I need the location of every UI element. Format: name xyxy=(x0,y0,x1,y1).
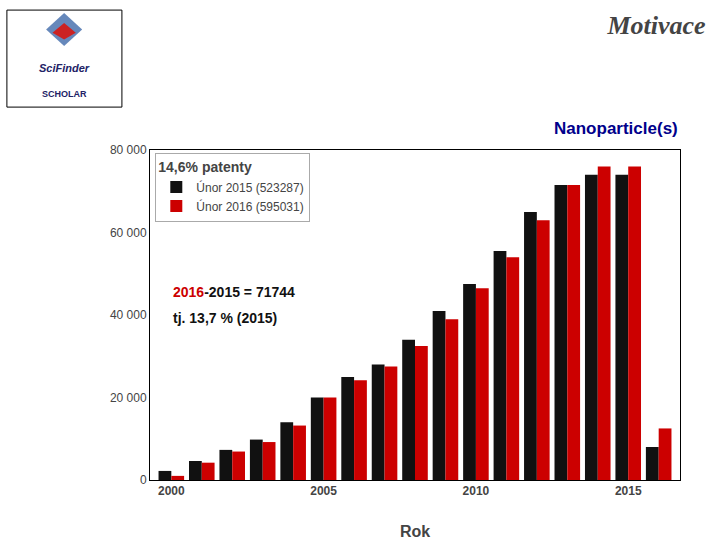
svg-text:Únor 2016 (595031): Únor 2016 (595031) xyxy=(196,199,303,214)
svg-text:Nanoparticle(s): Nanoparticle(s) xyxy=(554,119,678,138)
svg-text:Rok: Rok xyxy=(400,523,430,540)
svg-text:tj. 13,7 % (2015): tj. 13,7 % (2015) xyxy=(173,310,277,326)
svg-text:Únor 2015 (523287): Únor 2015 (523287) xyxy=(196,180,303,195)
svg-text:SCHOLAR: SCHOLAR xyxy=(42,89,87,99)
svg-text:2016-2015 = 71744: 2016-2015 = 71744 xyxy=(173,284,295,300)
svg-text:2010: 2010 xyxy=(463,484,490,498)
svg-text:60 000: 60 000 xyxy=(110,226,147,240)
svg-text:2015: 2015 xyxy=(615,484,642,498)
svg-text:SciFinder: SciFinder xyxy=(39,62,90,74)
svg-text:0: 0 xyxy=(140,473,147,487)
svg-text:2000: 2000 xyxy=(158,484,185,498)
svg-text:80 000: 80 000 xyxy=(110,143,147,157)
svg-text:40 000: 40 000 xyxy=(110,308,147,322)
svg-text:2005: 2005 xyxy=(310,484,337,498)
svg-text:20 000: 20 000 xyxy=(110,391,147,405)
svg-text:Motivace: Motivace xyxy=(606,11,705,40)
svg-text:14,6% patenty: 14,6% patenty xyxy=(158,160,252,176)
